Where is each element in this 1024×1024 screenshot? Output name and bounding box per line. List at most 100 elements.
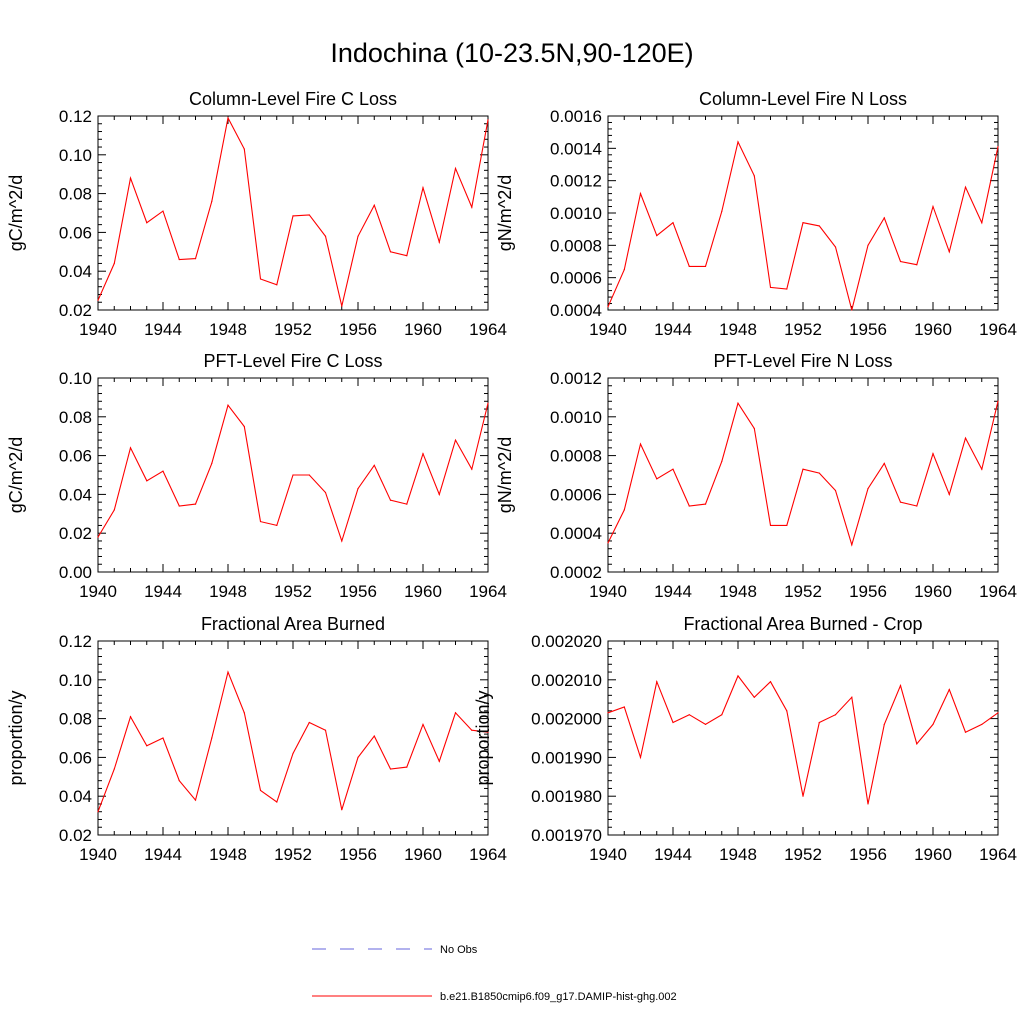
data-point bbox=[704, 723, 707, 726]
data-point bbox=[656, 478, 658, 480]
data-point bbox=[308, 474, 310, 476]
data-point bbox=[211, 737, 213, 739]
panel-title: Fractional Area Burned bbox=[201, 614, 385, 634]
data-point bbox=[422, 453, 424, 455]
data-point bbox=[802, 795, 804, 797]
data-point bbox=[243, 425, 245, 428]
data-point bbox=[259, 278, 262, 280]
data-point bbox=[851, 309, 853, 311]
x-tick-label: 1948 bbox=[209, 320, 247, 339]
y-tick-label: 0.0008 bbox=[550, 236, 602, 255]
data-point bbox=[471, 206, 473, 208]
data-point bbox=[997, 712, 999, 714]
data-point bbox=[769, 286, 772, 288]
legend-label-no-obs: No Obs bbox=[440, 944, 478, 956]
y-tick-label: 0.08 bbox=[59, 408, 92, 427]
data-point bbox=[389, 768, 392, 770]
data-point bbox=[753, 175, 755, 177]
x-tick-label: 1952 bbox=[274, 845, 312, 864]
y-axis-label: proportion/y bbox=[473, 690, 493, 785]
data-point bbox=[851, 544, 853, 546]
y-tick-label: 0.0010 bbox=[550, 204, 602, 223]
data-point bbox=[276, 801, 278, 803]
data-point bbox=[129, 177, 132, 179]
data-point bbox=[981, 723, 983, 726]
y-tick-label: 0.0014 bbox=[550, 139, 602, 158]
data-point bbox=[672, 222, 674, 224]
y-tick-label: 0.0012 bbox=[550, 172, 602, 191]
data-point bbox=[964, 437, 967, 439]
chart-panel-3: 1940 1944 1948 1952 1956 1960 1964 0.00 0.02 0.04… bbox=[6, 351, 507, 601]
data-point bbox=[786, 288, 788, 290]
y-tick-label: 0.06 bbox=[59, 447, 92, 466]
data-point bbox=[292, 474, 294, 476]
y-tick-label: 0.10 bbox=[59, 146, 92, 165]
data-point bbox=[389, 499, 392, 501]
y-tick-label: 0.04 bbox=[59, 787, 92, 806]
y-axis-label: gN/m^2/d bbox=[495, 437, 515, 513]
y-tick-label: 0.12 bbox=[59, 107, 92, 126]
series-line bbox=[607, 140, 999, 311]
data-point bbox=[97, 536, 99, 538]
data-point bbox=[373, 735, 375, 737]
y-tick-label: 0.04 bbox=[59, 262, 92, 281]
data-point bbox=[964, 186, 967, 188]
data-point bbox=[623, 509, 625, 511]
y-tick-label: 0.001990 bbox=[531, 748, 602, 767]
data-point bbox=[867, 487, 869, 490]
x-tick-label: 1952 bbox=[784, 845, 822, 864]
data-point bbox=[981, 222, 983, 224]
data-point bbox=[406, 255, 408, 257]
data-point bbox=[373, 204, 375, 206]
data-point bbox=[948, 493, 950, 495]
data-point bbox=[194, 503, 197, 505]
data-point bbox=[292, 215, 294, 217]
data-point bbox=[211, 462, 213, 464]
data-point bbox=[883, 217, 885, 219]
data-point bbox=[997, 146, 999, 148]
x-tick-label: 1948 bbox=[719, 320, 757, 339]
data-point bbox=[162, 737, 164, 739]
x-tick-label: 1964 bbox=[979, 582, 1017, 601]
data-point bbox=[802, 222, 804, 224]
x-tick-label: 1960 bbox=[404, 582, 442, 601]
data-point bbox=[964, 731, 967, 733]
chart-panel-5: 1940 1944 1948 1952 1956 1960 1964 0.02 0.04 0.06… bbox=[6, 614, 507, 864]
series-line bbox=[97, 116, 489, 307]
data-point bbox=[932, 453, 934, 455]
data-point bbox=[471, 729, 473, 731]
x-tick-label: 1956 bbox=[849, 582, 887, 601]
data-point bbox=[227, 671, 229, 673]
data-point bbox=[769, 524, 772, 527]
data-point bbox=[471, 468, 473, 470]
data-point bbox=[688, 714, 690, 716]
y-axis-label: gC/m^2/d bbox=[6, 437, 26, 513]
x-tick-label: 1956 bbox=[849, 845, 887, 864]
data-point bbox=[194, 799, 197, 801]
data-point bbox=[737, 141, 739, 143]
legend: No Obs b.e21.B1850cmip6.f09_g17.DAMIP-his… bbox=[312, 944, 677, 1003]
x-tick-label: 1960 bbox=[914, 845, 952, 864]
x-tick-label: 1944 bbox=[654, 582, 692, 601]
y-tick-label: 0.001980 bbox=[531, 787, 602, 806]
data-point bbox=[259, 789, 262, 791]
x-tick-label: 1960 bbox=[404, 845, 442, 864]
y-axis-label: proportion/y bbox=[6, 690, 26, 785]
data-point bbox=[113, 768, 115, 770]
data-point bbox=[899, 260, 902, 263]
data-point bbox=[867, 803, 869, 805]
data-point bbox=[357, 487, 359, 490]
x-tick-label: 1940 bbox=[79, 320, 117, 339]
data-point bbox=[97, 299, 99, 301]
data-point bbox=[178, 780, 180, 782]
data-point bbox=[113, 509, 115, 511]
data-point bbox=[704, 503, 707, 505]
x-tick-label: 1944 bbox=[654, 320, 692, 339]
plot-frame bbox=[607, 115, 999, 311]
data-point bbox=[721, 460, 723, 463]
data-point bbox=[737, 402, 739, 404]
data-point bbox=[721, 210, 723, 212]
y-tick-label: 0.06 bbox=[59, 748, 92, 767]
y-tick-label: 0.002000 bbox=[531, 710, 602, 729]
data-point bbox=[916, 743, 918, 745]
